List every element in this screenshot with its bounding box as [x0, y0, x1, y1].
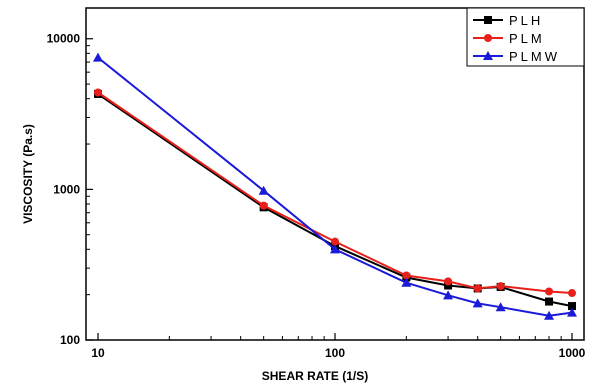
legend-label-plmw: PLMW	[509, 49, 560, 64]
data-point-square	[568, 302, 576, 311]
x-tick-label: 100	[325, 346, 345, 360]
series-line-plh	[97, 93, 573, 308]
legend-entry-plmw: PLMW	[473, 49, 560, 64]
y-tick-label: 100	[60, 333, 80, 347]
data-point-circle	[568, 289, 576, 298]
legend-entry-plh: PLH	[473, 13, 543, 28]
series-plh	[94, 89, 576, 311]
data-point-circle	[496, 282, 505, 291]
series-plmw	[93, 52, 577, 320]
data-point-square	[545, 297, 554, 306]
data-point-triangle	[483, 51, 493, 60]
legend-label-plh: PLH	[509, 13, 543, 28]
data-point-triangle	[443, 290, 454, 300]
series-plm	[94, 88, 576, 298]
data-point-circle	[444, 277, 453, 286]
data-point-circle	[331, 237, 339, 246]
series-line-plmw	[97, 56, 573, 317]
x-tick-label: 1000	[559, 346, 586, 360]
y-axis-title: VISCOSITY (Pa.s)	[21, 124, 35, 224]
data-point-triangle	[93, 52, 103, 62]
data-point-triangle	[258, 185, 269, 195]
data-point-circle	[259, 201, 268, 210]
data-point-circle	[545, 287, 554, 296]
data-point-circle	[473, 284, 482, 293]
data-point-triangle	[330, 244, 340, 254]
data-point-circle	[484, 34, 492, 42]
data-point-triangle	[472, 298, 483, 308]
data-point-triangle	[401, 277, 412, 287]
data-point-triangle	[567, 307, 577, 317]
x-axis-title: SHEAR RATE (1/S)	[262, 369, 368, 383]
series-line-plm	[97, 91, 573, 294]
data-point-square	[444, 281, 453, 290]
data-point-square	[484, 16, 492, 24]
data-point-triangle	[544, 310, 555, 320]
legend-entry-plm: PLM	[473, 31, 545, 46]
x-tick-label: 10	[91, 346, 105, 360]
y-tick-label: 1000	[53, 182, 80, 196]
y-tick-label: 10000	[47, 32, 81, 46]
legend-label-plm: PLM	[509, 31, 545, 46]
data-point-triangle	[495, 302, 506, 312]
data-point-circle	[402, 271, 411, 280]
data-point-circle	[94, 88, 102, 97]
